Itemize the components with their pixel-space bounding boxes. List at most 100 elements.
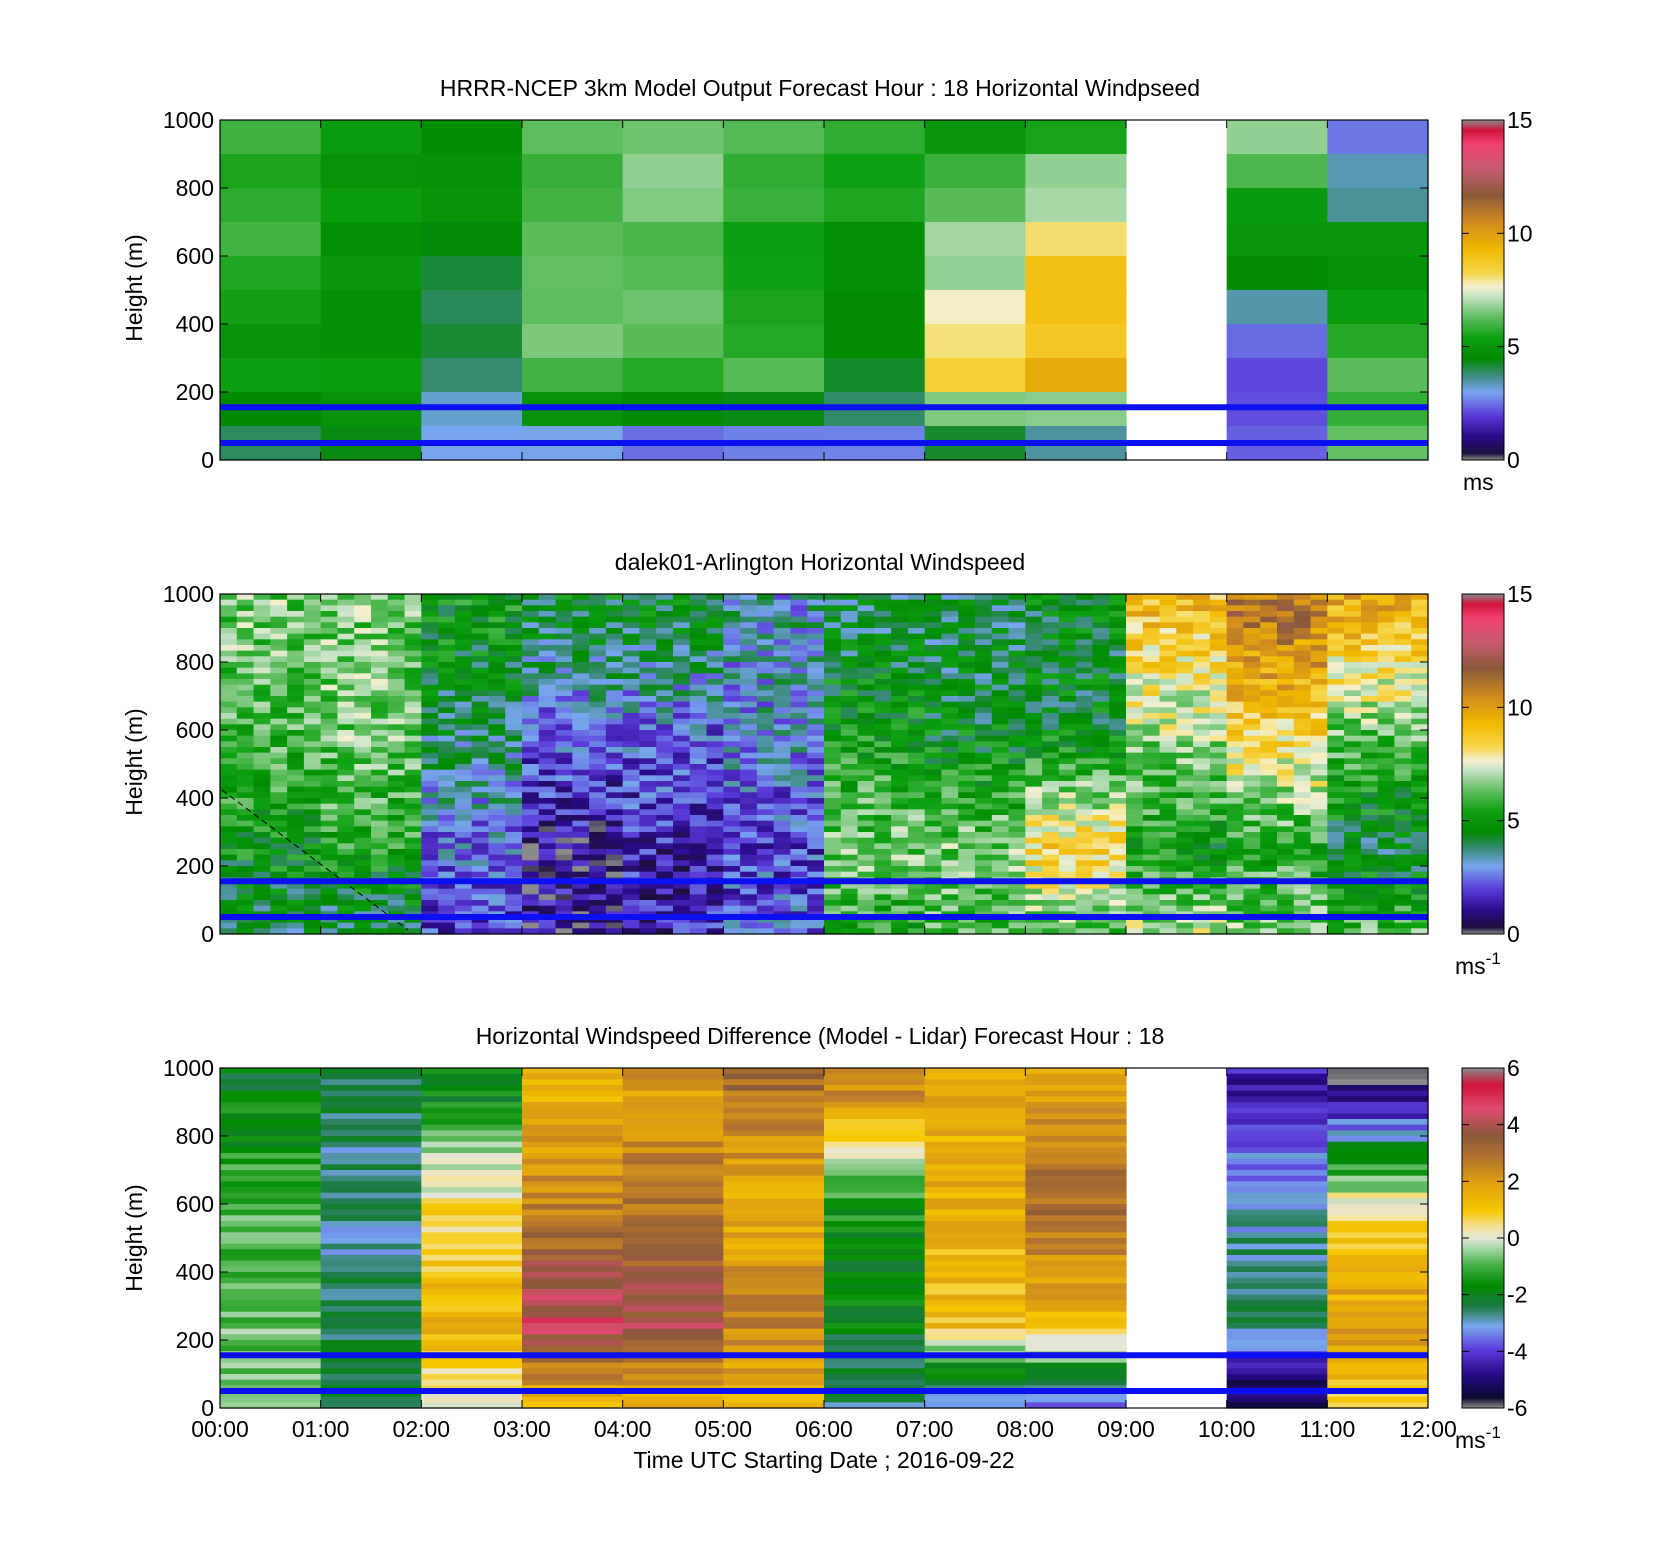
heatmap-cell [555, 854, 573, 861]
heatmap-cell [1209, 662, 1228, 669]
heatmap-cell [1260, 622, 1278, 629]
heatmap-cell [354, 673, 372, 680]
heatmap-cell [756, 883, 775, 890]
heatmap-cell [1360, 781, 1379, 788]
heatmap-cell [924, 645, 943, 652]
heatmap-cell [1008, 645, 1026, 652]
heatmap-cell [253, 775, 271, 782]
heatmap-cell [824, 1396, 926, 1403]
heatmap-cell [354, 730, 372, 737]
heatmap-cell [438, 922, 456, 929]
heatmap-cell [740, 849, 758, 856]
heatmap-cell [924, 786, 943, 793]
heatmap-cell [270, 792, 288, 799]
heatmap-cell [706, 798, 724, 805]
heatmap-cell [522, 792, 540, 799]
heatmap-cell [1310, 781, 1328, 788]
heatmap-cell [404, 820, 422, 827]
heatmap-cell [907, 679, 926, 686]
heatmap-cell [354, 752, 372, 759]
heatmap-cell [270, 928, 288, 935]
heatmap-cell [488, 645, 506, 652]
heatmap-cell [740, 764, 758, 771]
heatmap-cell [1058, 633, 1077, 640]
heatmap-cell [236, 815, 255, 822]
heatmap-cell [303, 679, 322, 686]
heatmap-cell [522, 735, 540, 742]
heatmap-cell [454, 837, 473, 844]
heatmap-cell [656, 650, 674, 657]
heatmap-cell [824, 154, 926, 189]
heatmap-cell [891, 758, 909, 765]
heatmap-cell [756, 667, 775, 674]
heatmap-cell [975, 667, 993, 674]
heatmap-cell [1075, 764, 1094, 771]
heatmap-cell [656, 786, 674, 793]
heatmap-cell [1176, 843, 1194, 850]
heatmap-cell [371, 645, 389, 652]
heatmap-cell [354, 633, 372, 640]
heatmap-cell [471, 696, 490, 703]
heatmap-cell [991, 684, 1010, 691]
heatmap-cell [790, 758, 808, 765]
heatmap-cell [605, 656, 624, 663]
heatmap-cell [639, 730, 657, 737]
heatmap-cell [1176, 628, 1194, 635]
heatmap-cell [1008, 832, 1026, 839]
heatmap-cell [270, 701, 288, 708]
heatmap-cell [907, 594, 926, 601]
heatmap-cell [1293, 809, 1312, 816]
heatmap-cell [824, 1306, 926, 1313]
heatmap-cell [522, 900, 540, 907]
heatmap-cell [220, 866, 238, 873]
heatmap-cell [337, 781, 355, 788]
heatmap-cell [1025, 599, 1043, 606]
heatmap-cell [303, 594, 322, 601]
heatmap-cell [1293, 684, 1312, 691]
heatmap-cell [790, 735, 808, 742]
heatmap-cell [572, 798, 590, 805]
heatmap-cell [1176, 871, 1194, 878]
heatmap-cell [1042, 860, 1060, 867]
heatmap-cell [924, 1085, 1026, 1092]
heatmap-cell [220, 1368, 322, 1375]
heatmap-cell [303, 769, 322, 776]
heatmap-cell [740, 826, 758, 833]
heatmap-cell [471, 900, 490, 907]
heatmap-cell [622, 718, 641, 725]
heatmap-cell [1209, 645, 1228, 652]
heatmap-cell [673, 798, 691, 805]
heatmap-cell [220, 718, 238, 725]
heatmap-cell [1126, 871, 1144, 878]
heatmap-cell [975, 883, 993, 890]
heatmap-cell [807, 622, 825, 629]
heatmap-cell [236, 594, 255, 601]
heatmap-cell [387, 633, 406, 640]
heatmap-cell [454, 633, 473, 640]
heatmap-cell [756, 786, 775, 793]
heatmap-cell [337, 594, 355, 601]
heatmap-cell [941, 605, 959, 612]
heatmap-cell [236, 866, 255, 873]
heatmap-cell [622, 1340, 724, 1347]
heatmap-cell [337, 820, 355, 827]
heatmap-cell [975, 928, 993, 935]
heatmap-cell [958, 764, 976, 771]
heatmap-cell [421, 922, 439, 929]
heatmap-cell [1193, 820, 1211, 827]
heatmap-cell [287, 713, 305, 720]
heatmap-cell [622, 724, 641, 731]
heatmap-cell [1377, 871, 1396, 878]
heatmap-cell [1310, 724, 1328, 731]
heatmap-cell [320, 358, 422, 393]
heatmap-cell [924, 894, 943, 901]
heatmap-cell [857, 837, 875, 844]
heatmap-cell [773, 820, 792, 827]
heatmap-cell [1109, 594, 1127, 601]
heatmap-cell [891, 815, 909, 822]
heatmap-cell [975, 860, 993, 867]
heatmap-cell [1293, 928, 1312, 935]
heatmap-cell [1209, 922, 1228, 929]
heatmap-cell [874, 917, 892, 924]
heatmap-cell [421, 290, 523, 325]
